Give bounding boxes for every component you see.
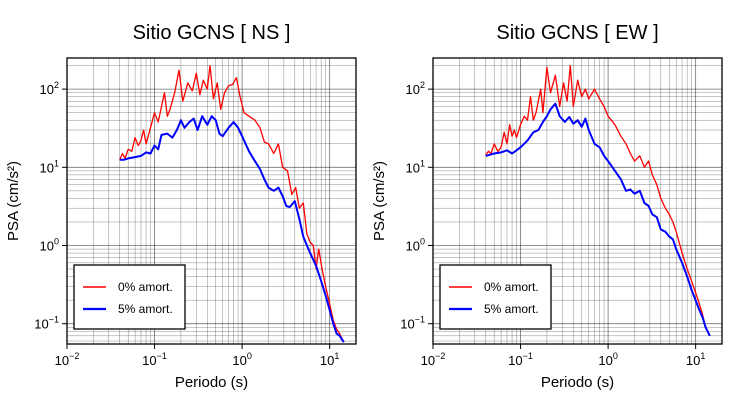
x-tick-label: 101 bbox=[320, 351, 339, 368]
chart-panel-ew: Sitio GCNS [ EW ] Periodo (s) PSA (cm/s²… bbox=[371, 22, 723, 391]
chart-title: Sitio GCNS [ EW ] bbox=[496, 22, 658, 44]
y-tick-label: 100 bbox=[40, 237, 59, 254]
y-tick-label: 10−1 bbox=[400, 315, 425, 332]
series-line-5pct bbox=[485, 102, 711, 337]
series-line-0pct bbox=[485, 64, 711, 337]
grid bbox=[433, 58, 722, 344]
x-tick-label: 10−2 bbox=[421, 351, 446, 368]
y-tick-label: 101 bbox=[406, 158, 425, 175]
x-tick-label: 10−2 bbox=[55, 351, 80, 368]
series-line-0pct bbox=[119, 64, 345, 343]
x-tick-label: 10−1 bbox=[142, 351, 167, 368]
x-tick-label: 100 bbox=[232, 351, 251, 368]
legend-box bbox=[73, 264, 186, 330]
y-axis-label: PSA (cm/s²) bbox=[371, 161, 388, 241]
y-tick-label: 102 bbox=[406, 80, 425, 97]
x-axis-label: Periodo (s) bbox=[175, 374, 248, 391]
legend-label: 0% amort. bbox=[118, 280, 173, 294]
chart-panel-ns: Sitio GCNS [ NS ] Periodo (s) PSA (cm/s²… bbox=[5, 22, 357, 391]
legend-box bbox=[439, 264, 552, 330]
legend-label: 0% amort. bbox=[484, 280, 539, 294]
y-tick-label: 101 bbox=[40, 158, 59, 175]
plot-frame bbox=[66, 57, 357, 345]
legend: 0% amort. 5% amort. bbox=[73, 264, 186, 330]
grid bbox=[67, 58, 356, 344]
y-tick-label: 102 bbox=[40, 80, 59, 97]
legend: 0% amort. 5% amort. bbox=[439, 264, 552, 330]
y-tick-label: 10−1 bbox=[34, 315, 59, 332]
y-tick-label: 100 bbox=[406, 237, 425, 254]
y-axis-label: PSA (cm/s²) bbox=[5, 161, 22, 241]
x-tick-label: 101 bbox=[686, 351, 705, 368]
plot-frame bbox=[432, 57, 723, 345]
series-line-5pct bbox=[119, 115, 345, 343]
x-tick-label: 10−1 bbox=[508, 351, 533, 368]
chart-title: Sitio GCNS [ NS ] bbox=[133, 22, 291, 44]
legend-label: 5% amort. bbox=[118, 302, 173, 316]
legend-label: 5% amort. bbox=[484, 302, 539, 316]
x-tick-label: 100 bbox=[598, 351, 617, 368]
x-axis-label: Periodo (s) bbox=[541, 374, 614, 391]
